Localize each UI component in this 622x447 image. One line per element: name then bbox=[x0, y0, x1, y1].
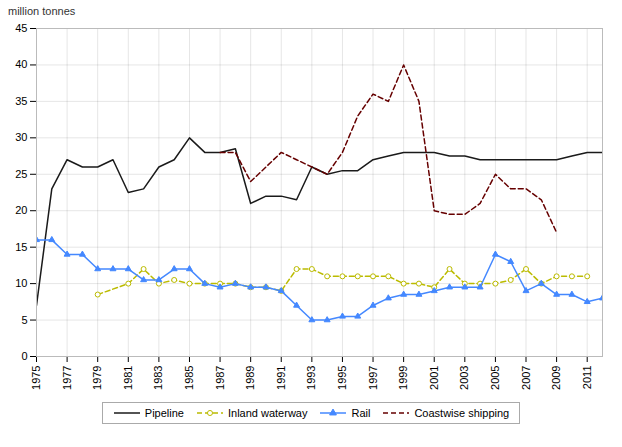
svg-text:30: 30 bbox=[15, 131, 27, 143]
svg-text:20: 20 bbox=[15, 204, 27, 216]
svg-text:40: 40 bbox=[15, 58, 27, 70]
svg-text:1975: 1975 bbox=[30, 366, 42, 390]
svg-text:2001: 2001 bbox=[428, 366, 440, 390]
svg-text:1985: 1985 bbox=[183, 366, 195, 390]
svg-text:1981: 1981 bbox=[122, 366, 134, 390]
svg-text:2005: 2005 bbox=[489, 366, 501, 390]
svg-text:1977: 1977 bbox=[61, 366, 73, 390]
svg-text:45: 45 bbox=[15, 22, 27, 34]
svg-text:1999: 1999 bbox=[397, 366, 409, 390]
svg-text:1995: 1995 bbox=[336, 366, 348, 390]
html-text:Pipeline: Pipeline bbox=[144, 407, 184, 419]
svg-text:1991: 1991 bbox=[275, 366, 287, 390]
html-text:Rail: Rail bbox=[351, 407, 371, 419]
svg-text:1989: 1989 bbox=[244, 366, 256, 390]
html-text:million tonnes: million tonnes bbox=[8, 5, 76, 17]
svg-text:1993: 1993 bbox=[305, 366, 317, 390]
svg-text:25: 25 bbox=[15, 168, 27, 180]
svg-text:5: 5 bbox=[21, 314, 27, 326]
svg-text:2011: 2011 bbox=[581, 366, 593, 390]
svg-text:2003: 2003 bbox=[458, 366, 470, 390]
svg-text:15: 15 bbox=[15, 241, 27, 253]
svg-text:2009: 2009 bbox=[550, 366, 562, 390]
html-text:Inland waterway: Inland waterway bbox=[228, 407, 308, 419]
svg-text:2007: 2007 bbox=[520, 366, 532, 390]
svg-text:1983: 1983 bbox=[152, 366, 164, 390]
svg-text:0: 0 bbox=[21, 350, 27, 362]
svg-text:1997: 1997 bbox=[367, 366, 379, 390]
svg-text:10: 10 bbox=[15, 277, 27, 289]
svg-text:35: 35 bbox=[15, 95, 27, 107]
html-text:Coastwise shipping: Coastwise shipping bbox=[414, 407, 510, 419]
svg-text:1979: 1979 bbox=[91, 366, 103, 390]
svg-text:1987: 1987 bbox=[214, 366, 226, 390]
